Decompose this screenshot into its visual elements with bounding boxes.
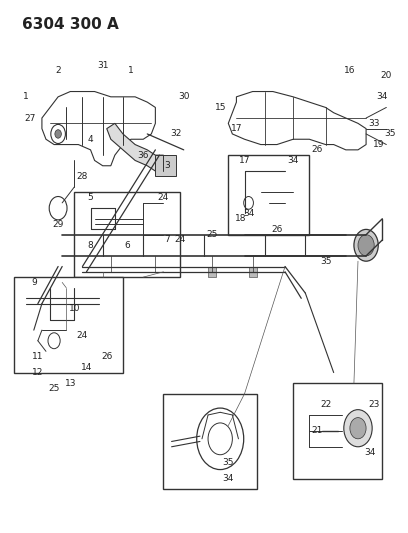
Bar	[293, 383, 382, 479]
Text: 34: 34	[364, 448, 376, 457]
Ellipse shape	[358, 235, 374, 256]
Text: 10: 10	[69, 304, 80, 313]
Text: 14: 14	[81, 363, 92, 372]
Text: 24: 24	[77, 331, 88, 340]
Text: 23: 23	[368, 400, 380, 409]
Text: 13: 13	[64, 378, 76, 387]
Bar	[228, 155, 309, 235]
Text: 6304 300 A: 6304 300 A	[22, 17, 118, 33]
Text: 28: 28	[77, 172, 88, 181]
Text: 11: 11	[32, 352, 44, 361]
Text: 20: 20	[381, 71, 392, 80]
Text: 34: 34	[288, 156, 299, 165]
Text: 34: 34	[377, 92, 388, 101]
Text: 9: 9	[31, 278, 37, 287]
Text: 19: 19	[373, 140, 384, 149]
Text: 29: 29	[53, 220, 64, 229]
Text: 3: 3	[165, 161, 171, 170]
Circle shape	[55, 130, 61, 138]
Text: 25: 25	[49, 384, 60, 393]
Text: 26: 26	[312, 146, 323, 155]
Text: 35: 35	[385, 130, 396, 139]
Text: 7: 7	[165, 236, 171, 245]
Text: 22: 22	[320, 400, 331, 409]
Text: 8: 8	[88, 241, 93, 250]
Bar	[164, 394, 257, 489]
Text: 18: 18	[235, 214, 246, 223]
Text: 6: 6	[124, 241, 130, 250]
Text: 35: 35	[320, 257, 331, 265]
Text: 1: 1	[128, 66, 134, 75]
Text: 16: 16	[344, 66, 356, 75]
Bar	[248, 266, 257, 277]
Text: 32: 32	[170, 130, 181, 139]
Text: 33: 33	[368, 119, 380, 128]
PathPatch shape	[107, 123, 164, 171]
Bar	[13, 277, 123, 373]
Text: 17: 17	[231, 124, 242, 133]
Text: 31: 31	[97, 61, 109, 69]
Text: 21: 21	[312, 426, 323, 435]
Text: 24: 24	[158, 193, 169, 202]
Text: 35: 35	[222, 458, 234, 467]
Circle shape	[344, 410, 372, 447]
Text: 27: 27	[24, 114, 35, 123]
Text: 24: 24	[174, 236, 185, 245]
Bar	[208, 266, 216, 277]
Bar	[107, 266, 115, 277]
Text: 26: 26	[271, 225, 283, 234]
Circle shape	[350, 418, 366, 439]
Text: 30: 30	[178, 92, 189, 101]
Bar	[74, 192, 180, 277]
Text: 25: 25	[206, 230, 218, 239]
Text: 5: 5	[88, 193, 93, 202]
Text: 26: 26	[101, 352, 113, 361]
Text: 36: 36	[137, 151, 149, 160]
Text: 17: 17	[239, 156, 250, 165]
Text: 34: 34	[243, 209, 254, 218]
Text: 1: 1	[23, 92, 29, 101]
Ellipse shape	[354, 229, 378, 261]
Bar	[151, 266, 160, 277]
Text: 2: 2	[55, 66, 61, 75]
Bar	[155, 155, 175, 176]
Text: 4: 4	[88, 135, 93, 144]
Text: 15: 15	[215, 103, 226, 112]
Text: 34: 34	[223, 474, 234, 483]
Text: 12: 12	[32, 368, 44, 377]
